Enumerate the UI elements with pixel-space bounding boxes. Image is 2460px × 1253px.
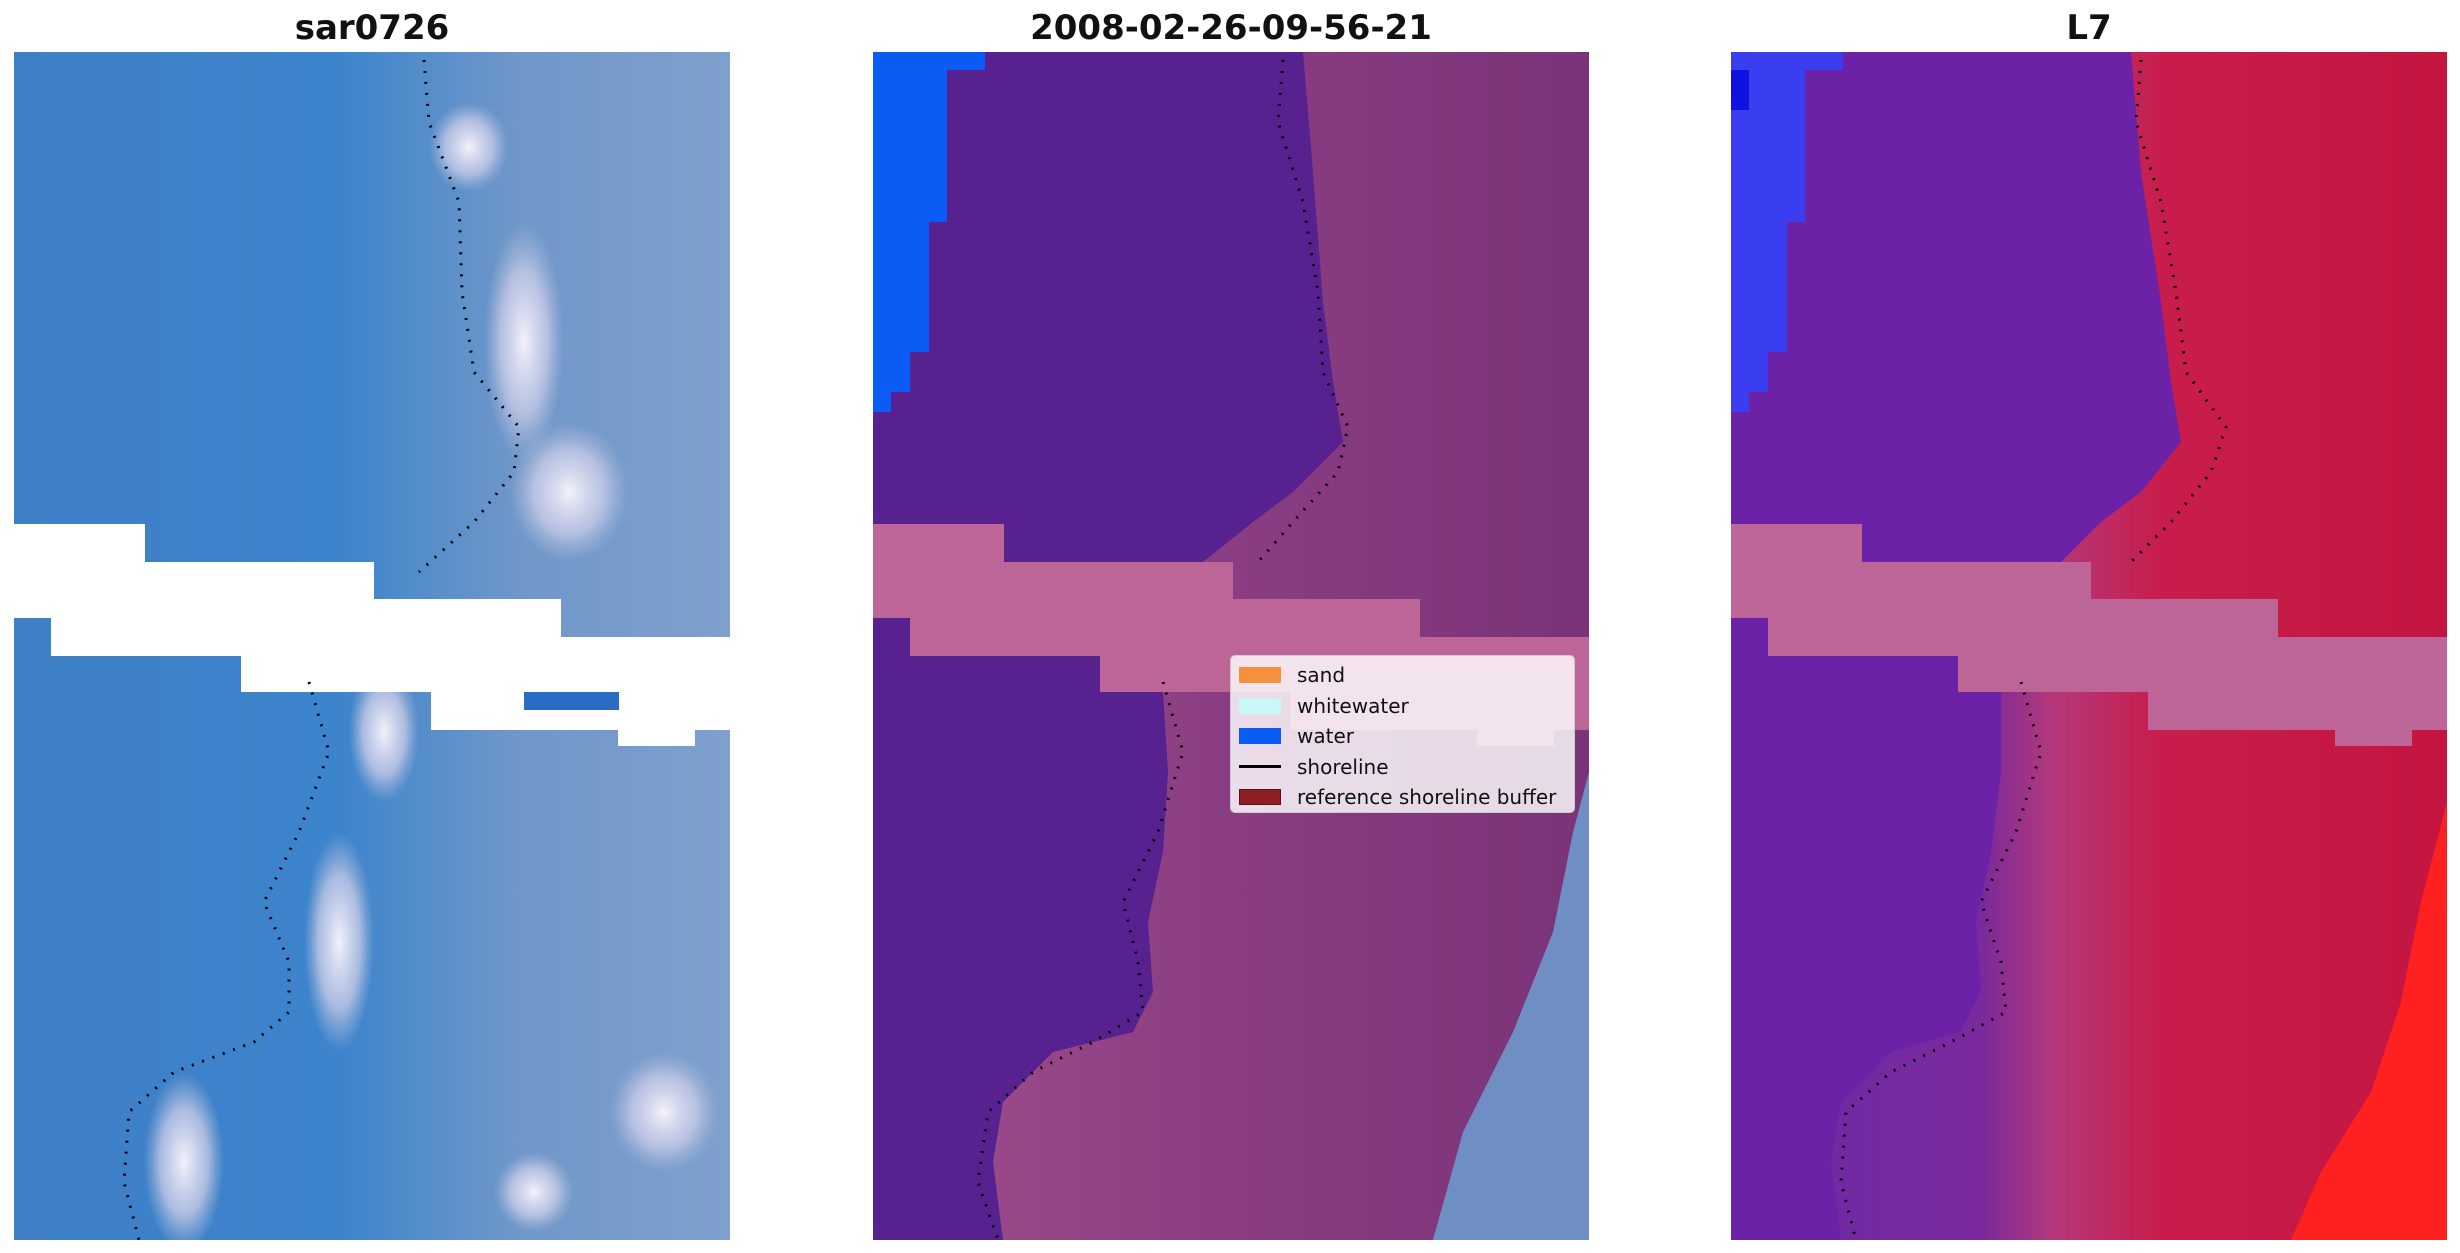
panel-rgb-image: sar0726 <box>14 0 730 1240</box>
legend: sand whitewater water shoreline referenc… <box>1230 655 1575 813</box>
legend-swatch-reference-buffer <box>1239 789 1281 806</box>
classified-image <box>873 52 1589 1240</box>
legend-label-whitewater: whitewater <box>1297 693 1409 718</box>
l7-false-color-image <box>1731 52 2447 1240</box>
panel-l7: L7 <box>1731 0 2447 1240</box>
legend-item-sand: sand <box>1231 660 1574 691</box>
legend-label-water: water <box>1297 724 1354 749</box>
legend-swatch-water <box>1239 728 1281 745</box>
legend-label-reference-buffer: reference shoreline buffer <box>1297 785 1557 810</box>
legend-line-shoreline <box>1239 765 1281 769</box>
panel-title-rgb: sar0726 <box>294 8 450 48</box>
legend-item-whitewater: whitewater <box>1231 691 1574 722</box>
legend-label-sand: sand <box>1297 663 1346 688</box>
rgb-satellite-image <box>14 52 730 1240</box>
legend-label-shoreline: shoreline <box>1297 754 1389 779</box>
legend-swatch-sand <box>1239 667 1281 684</box>
panel-classification: 2008-02-26-09-56-21 <box>873 0 1589 1240</box>
legend-swatch-whitewater <box>1239 697 1281 714</box>
panel-title-l7: L7 <box>2066 8 2112 48</box>
legend-item-water: water <box>1231 721 1574 752</box>
legend-item-reference-buffer: reference shoreline buffer <box>1231 782 1574 813</box>
legend-item-shoreline: shoreline <box>1231 752 1574 783</box>
panel-title-classification: 2008-02-26-09-56-21 <box>1030 8 1432 48</box>
